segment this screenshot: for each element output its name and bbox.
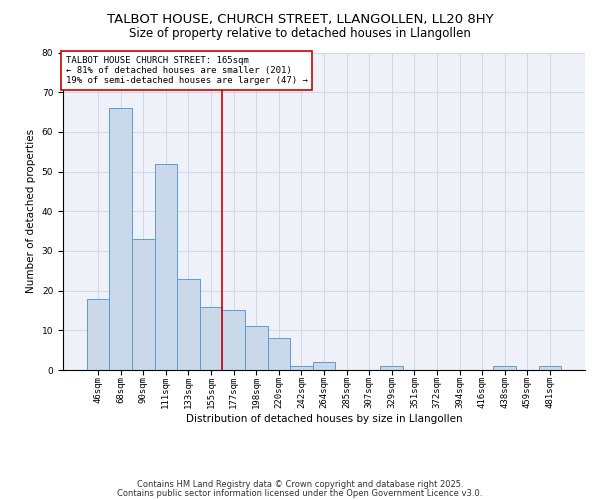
Bar — [380, 366, 403, 370]
Bar — [245, 326, 268, 370]
Text: TALBOT HOUSE CHURCH STREET: 165sqm
← 81% of detached houses are smaller (201)
19: TALBOT HOUSE CHURCH STREET: 165sqm ← 81%… — [65, 56, 307, 86]
Bar — [109, 108, 132, 370]
Text: Contains HM Land Registry data © Crown copyright and database right 2025.: Contains HM Land Registry data © Crown c… — [137, 480, 463, 489]
Bar — [313, 362, 335, 370]
Bar — [87, 298, 109, 370]
Bar — [223, 310, 245, 370]
Text: TALBOT HOUSE, CHURCH STREET, LLANGOLLEN, LL20 8HY: TALBOT HOUSE, CHURCH STREET, LLANGOLLEN,… — [107, 12, 493, 26]
Y-axis label: Number of detached properties: Number of detached properties — [26, 129, 36, 294]
Text: Contains public sector information licensed under the Open Government Licence v3: Contains public sector information licen… — [118, 490, 482, 498]
Text: Size of property relative to detached houses in Llangollen: Size of property relative to detached ho… — [129, 28, 471, 40]
X-axis label: Distribution of detached houses by size in Llangollen: Distribution of detached houses by size … — [185, 414, 463, 424]
Bar — [200, 306, 223, 370]
Bar — [268, 338, 290, 370]
Bar — [155, 164, 177, 370]
Bar — [177, 278, 200, 370]
Bar — [290, 366, 313, 370]
Bar — [539, 366, 561, 370]
Bar — [493, 366, 516, 370]
Bar — [132, 239, 155, 370]
